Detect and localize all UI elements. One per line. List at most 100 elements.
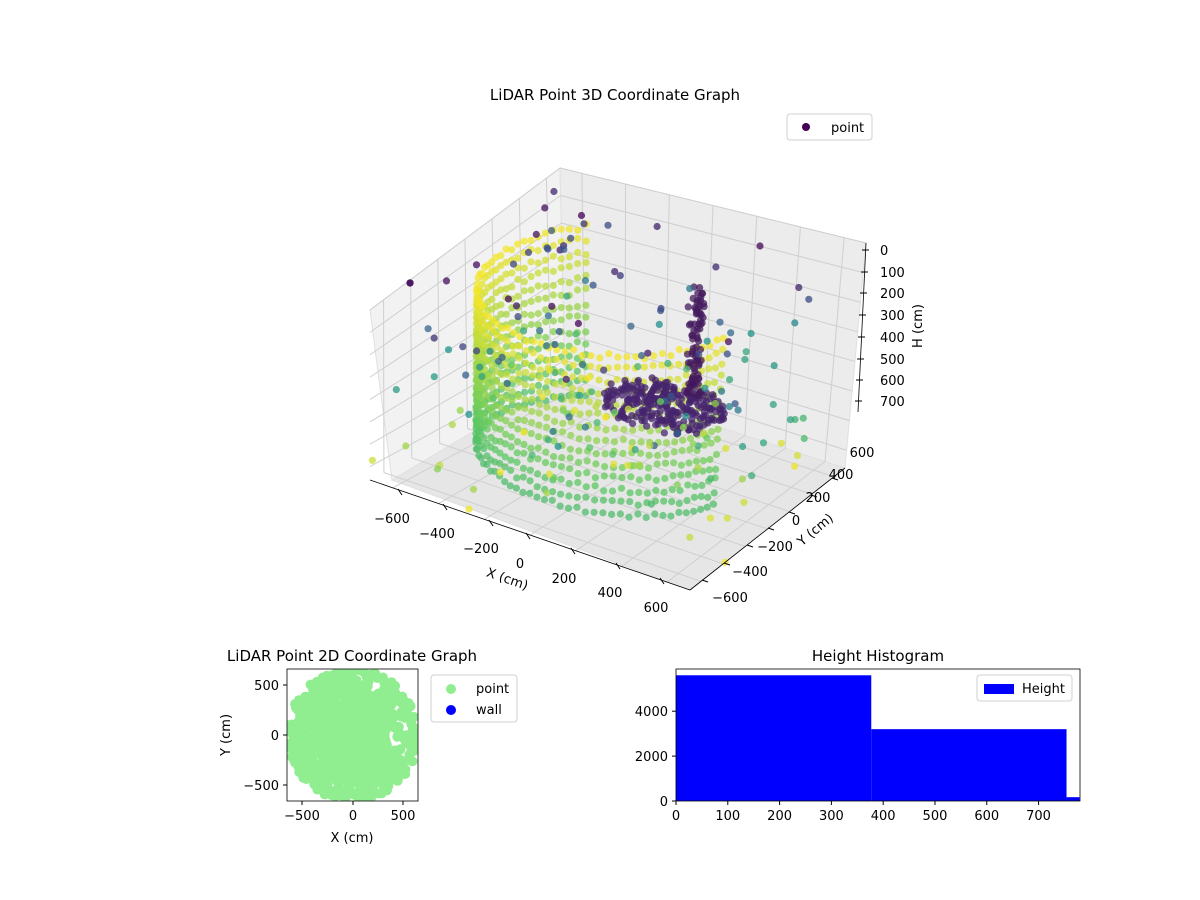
point-3d xyxy=(542,256,550,264)
y-tick-label: 400 xyxy=(829,468,854,483)
point-3d xyxy=(543,342,551,350)
point-3d xyxy=(679,436,687,444)
point-3d xyxy=(652,421,660,429)
point-3d xyxy=(791,319,799,327)
point-3d xyxy=(740,498,748,506)
point-3d xyxy=(585,409,593,417)
point-3d xyxy=(503,379,511,387)
point-3d xyxy=(592,402,600,411)
point-3d xyxy=(541,204,549,212)
point-2d xyxy=(366,793,376,801)
y-tick-label: 4000 xyxy=(635,705,668,720)
point-3d xyxy=(565,479,573,488)
point-2d xyxy=(397,730,407,741)
point-3d xyxy=(520,310,529,318)
point-3d xyxy=(573,503,581,511)
z-tick-label: 0 xyxy=(880,244,888,259)
point-3d xyxy=(628,381,636,389)
point-3d xyxy=(582,493,590,501)
point-3d xyxy=(524,248,533,256)
point-3d xyxy=(522,368,530,376)
point-3d xyxy=(543,403,551,411)
point-3d xyxy=(724,338,733,346)
point-3d xyxy=(649,361,657,370)
point-3d xyxy=(534,345,543,353)
point-3d xyxy=(472,261,481,269)
point-3d xyxy=(533,483,541,491)
gridline xyxy=(410,279,413,458)
point-3d xyxy=(526,477,534,485)
y-tick-label: 0 xyxy=(271,729,279,744)
point-3d xyxy=(520,264,528,272)
z-tick-label: 200 xyxy=(880,287,905,302)
point-3d xyxy=(710,378,719,387)
point-3d xyxy=(686,434,695,442)
point-3d xyxy=(577,211,586,220)
point-3d xyxy=(392,386,400,394)
point-3d xyxy=(496,449,504,457)
point-2d xyxy=(340,793,351,801)
point-3d xyxy=(503,337,511,345)
point-3d xyxy=(656,398,665,406)
point-3d xyxy=(574,234,582,243)
point-3d xyxy=(508,283,516,291)
point-3d xyxy=(714,425,722,433)
point-2d xyxy=(326,683,337,694)
point-3d xyxy=(486,347,494,355)
point-3d xyxy=(593,419,601,427)
point-2d xyxy=(377,703,388,714)
point-3d xyxy=(535,409,543,417)
point-3d xyxy=(699,457,708,465)
point-3d xyxy=(617,497,625,505)
point-3d xyxy=(557,475,565,483)
point-3d xyxy=(557,278,565,286)
x-tick-label: 400 xyxy=(871,809,896,824)
point-3d xyxy=(489,394,497,402)
histogram-bars xyxy=(676,675,1080,801)
point-3d xyxy=(572,330,580,338)
point-3d xyxy=(502,406,510,414)
z-tick-label: 400 xyxy=(880,331,905,346)
point-3d xyxy=(679,423,688,431)
gridline xyxy=(744,216,758,436)
point-3d xyxy=(703,434,711,442)
point-3d xyxy=(433,465,442,473)
plot-2d: LiDAR Point 2D Coordinate Graph −500 0 5… xyxy=(219,647,518,846)
point-3d xyxy=(507,361,515,369)
point-3d xyxy=(658,349,667,358)
x-tick-label: 500 xyxy=(923,809,948,824)
point-3d xyxy=(651,376,660,384)
point-3d xyxy=(541,229,550,237)
point-3d xyxy=(684,470,693,478)
point-3d xyxy=(589,281,597,289)
point-3d xyxy=(608,487,617,495)
point-3d xyxy=(791,462,799,470)
point-3d xyxy=(624,390,633,398)
point-3d xyxy=(481,263,489,271)
legend-marker-point xyxy=(802,123,810,131)
gridline xyxy=(437,259,441,444)
point-3d xyxy=(530,337,538,345)
point-3d xyxy=(638,352,646,360)
point-3d xyxy=(700,429,708,437)
point-3d xyxy=(719,402,727,410)
point-3d xyxy=(542,318,550,326)
point-3d xyxy=(508,355,516,363)
point-3d xyxy=(706,455,714,464)
point-3d xyxy=(493,343,501,351)
legend-3d: point xyxy=(786,113,873,141)
point-3d xyxy=(574,286,582,294)
point-3d xyxy=(712,349,720,357)
point-3d xyxy=(717,416,725,424)
point-3d xyxy=(498,347,506,355)
point-3d xyxy=(519,473,527,481)
point-3d xyxy=(574,226,582,234)
point-3d xyxy=(696,284,704,292)
point-3d xyxy=(529,349,537,357)
point-3d xyxy=(520,237,528,245)
point-3d xyxy=(614,353,622,361)
point-3d xyxy=(670,448,678,456)
point-3d xyxy=(520,449,528,457)
point-3d xyxy=(521,388,529,396)
y-tick-label: −500 xyxy=(243,779,279,794)
